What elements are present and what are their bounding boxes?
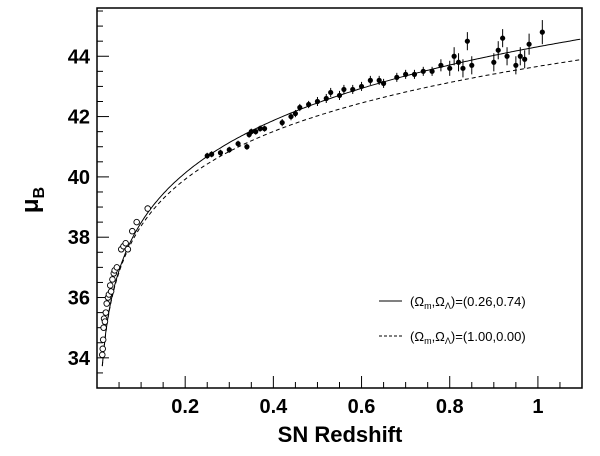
low-z-data-point <box>144 205 151 212</box>
high-z-data-point <box>323 95 329 102</box>
low-z-data-point <box>107 288 115 295</box>
high-z-data-point <box>279 120 285 126</box>
high-z-data-point <box>403 71 409 77</box>
high-z-data-point <box>513 62 519 68</box>
high-z-data-point <box>253 129 259 135</box>
high-z-data-point <box>328 89 334 96</box>
high-z-data-point <box>376 77 382 83</box>
legend-label-eds: (Ωm,ΩΛ)=(1.00,0.00) <box>410 329 526 346</box>
low-z-data-point <box>102 309 110 316</box>
x-tick-label: 0.2 <box>171 396 199 418</box>
high-z-data-point <box>297 104 303 111</box>
high-z-data-point <box>504 53 510 59</box>
low-z-data-point <box>99 351 106 359</box>
high-z-data-point <box>209 151 215 157</box>
high-z-data-point <box>455 59 462 65</box>
y-tick-label: 42 <box>68 107 90 129</box>
low-z-data-point <box>101 318 109 325</box>
low-z-data-point <box>129 227 136 235</box>
low-z-data-point <box>100 324 107 331</box>
high-z-data-point <box>522 56 528 62</box>
low-z-data-point <box>124 246 132 253</box>
high-z-data-point <box>204 153 210 159</box>
y-tick-label: 36 <box>68 288 90 310</box>
high-z-data-point <box>464 38 470 44</box>
high-z-data-point <box>451 53 457 59</box>
eds-curve <box>101 59 581 367</box>
high-z-data-point <box>336 92 343 99</box>
x-axis-label: SN Redshift <box>278 422 403 447</box>
high-z-data-point <box>420 68 426 74</box>
y-tick-label: 40 <box>68 167 90 189</box>
high-z-data-point <box>367 77 373 83</box>
lcdm-curve <box>101 38 581 366</box>
low-z-data-point <box>106 282 114 289</box>
high-z-data-point <box>261 126 268 132</box>
high-z-data-point <box>526 41 532 47</box>
low-z-data-point <box>109 276 116 283</box>
x-tick-label: 0.8 <box>436 396 464 418</box>
low-z-data-point <box>122 239 129 247</box>
y-tick-label: 44 <box>68 46 91 68</box>
high-z-data-point <box>447 65 453 71</box>
high-z-data-point <box>517 53 523 59</box>
legend: (Ωm,ΩΛ)=(0.26,0.74) (Ωm,ΩΛ)=(1.00,0.00) <box>379 294 526 346</box>
high-z-data-point <box>460 65 466 71</box>
y-axis-label-subscript: B <box>31 187 48 199</box>
high-z-data-point <box>438 62 444 68</box>
high-z-data-point <box>411 71 418 77</box>
x-tick-label: 0.4 <box>259 396 288 418</box>
high-z-data-point <box>314 98 321 105</box>
high-z-data-point <box>469 62 475 68</box>
high-z-data-point <box>358 83 365 90</box>
x-tick-label: 0.6 <box>348 396 376 418</box>
high-z-data-point <box>429 68 435 74</box>
low-z-data-point <box>99 345 106 353</box>
x-tick-label: 1 <box>532 396 543 418</box>
low-z-data-point <box>99 336 107 343</box>
high-z-data-point <box>292 110 299 117</box>
high-z-data-point <box>226 147 232 153</box>
high-z-data-point <box>539 29 545 35</box>
high-z-data-point <box>491 59 497 65</box>
high-z-data-point <box>500 35 506 41</box>
legend-label-lcdm: (Ωm,ΩΛ)=(0.26,0.74) <box>410 294 526 311</box>
high-z-data-point <box>306 101 312 108</box>
y-axis-label: μB <box>17 187 48 213</box>
low-z-data-point <box>103 300 110 307</box>
high-z-data-point <box>495 47 501 53</box>
y-tick-label: 38 <box>68 227 90 249</box>
high-z-data-point <box>380 80 387 86</box>
low-z-data-point <box>133 218 140 226</box>
high-z-data-point <box>341 86 347 93</box>
high-z-data-point <box>244 144 250 150</box>
high-z-data-point <box>394 74 400 80</box>
y-tick-label: 34 <box>68 348 91 370</box>
high-z-data-point <box>217 150 224 156</box>
high-z-data-point <box>235 141 241 147</box>
low-z-data-point <box>113 264 121 271</box>
high-z-data-point <box>350 86 356 93</box>
high-z-data-point <box>257 126 263 132</box>
high-z-data-point <box>288 113 294 120</box>
high-z-data-point <box>248 129 254 135</box>
